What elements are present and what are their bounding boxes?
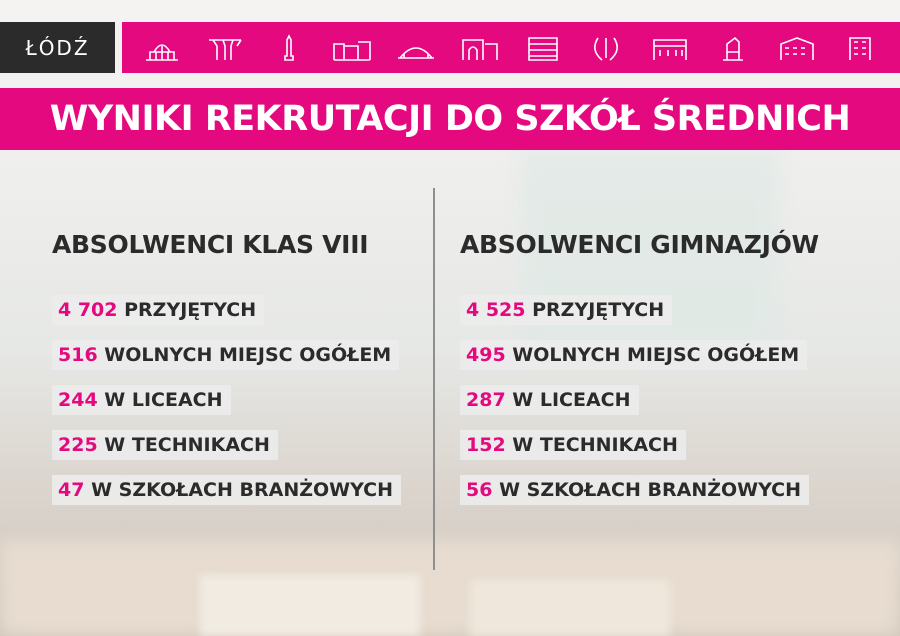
stat-row: 225 W TECHNIKACH <box>52 430 278 460</box>
stat-value: 56 <box>466 479 493 501</box>
column-divider <box>433 188 435 570</box>
office-block-icon <box>523 34 563 62</box>
column-klas-viii: ABSOLWENCI KLAS VIII 4 702 PRZYJĘTYCH 516… <box>52 230 402 505</box>
stat-label: W LICEACH <box>512 389 631 411</box>
stat-row: 4 525 PRZYJĘTYCH <box>460 295 673 325</box>
stat-label: W SZKOŁACH BRANŻOWYCH <box>499 479 802 501</box>
stat-label: PRZYJĘTYCH <box>532 299 665 321</box>
stat-label: WOLNYCH MIEJSC OGÓŁEM <box>512 344 800 366</box>
column-heading: ABSOLWENCI KLAS VIII <box>52 230 369 259</box>
page-title: WYNIKI REKRUTACJI DO SZKÓŁ ŚREDNICH <box>49 99 851 139</box>
stat-label: W LICEACH <box>104 389 223 411</box>
railway-station-icon <box>142 34 182 62</box>
stat-value: 152 <box>466 434 506 456</box>
stat-value: 4 702 <box>58 299 118 321</box>
tower-block-icon <box>840 34 880 62</box>
stat-value: 4 525 <box>466 299 526 321</box>
stat-label: PRZYJĘTYCH <box>124 299 257 321</box>
stat-row: 47 W SZKOŁACH BRANŻOWYCH <box>52 475 402 505</box>
title-banner: WYNIKI REKRUTACJI DO SZKÓŁ ŚREDNICH <box>0 88 900 150</box>
concrete-canopy-icon <box>205 34 245 62</box>
stat-value: 47 <box>58 479 85 501</box>
stat-label: W TECHNIKACH <box>512 434 678 456</box>
stat-row: 287 W LICEACH <box>460 385 639 415</box>
stat-row: 56 W SZKOŁACH BRANŻOWYCH <box>460 475 810 505</box>
stat-row: 516 WOLNYCH MIEJSC OGÓŁEM <box>52 340 400 370</box>
monument-icon <box>269 33 309 62</box>
stat-label: WOLNYCH MIEJSC OGÓŁEM <box>104 344 392 366</box>
stat-label: W TECHNIKACH <box>104 434 270 456</box>
palace-icon <box>650 34 690 62</box>
stat-row: 152 W TECHNIKACH <box>460 430 686 460</box>
stat-value: 225 <box>58 434 98 456</box>
stat-value: 516 <box>58 344 98 366</box>
gate-icon <box>459 34 499 62</box>
stat-row: 495 WOLNYCH MIEJSC OGÓŁEM <box>460 340 808 370</box>
abstract-sculpture-icon <box>586 34 626 62</box>
stat-label: W SZKOŁACH BRANŻOWYCH <box>91 479 394 501</box>
lodz-logo: ŁÓDŹ <box>0 22 115 73</box>
tenement-icon <box>777 34 817 62</box>
stat-row: 4 702 PRZYJĘTYCH <box>52 295 265 325</box>
stat-value: 244 <box>58 389 98 411</box>
stat-value: 287 <box>466 389 506 411</box>
sculpture-icon <box>713 34 753 62</box>
stat-row: 244 W LICEACH <box>52 385 231 415</box>
stat-value: 495 <box>466 344 506 366</box>
factory-icon <box>332 34 372 62</box>
column-gimnazjow: ABSOLWENCI GIMNAZJÓW 4 525 PRZYJĘTYCH 495… <box>460 230 819 505</box>
landmark-icon-bar <box>122 22 900 73</box>
arena-icon <box>396 34 436 62</box>
logo-text: ŁÓDŹ <box>25 35 90 60</box>
column-heading: ABSOLWENCI GIMNAZJÓW <box>460 230 819 259</box>
